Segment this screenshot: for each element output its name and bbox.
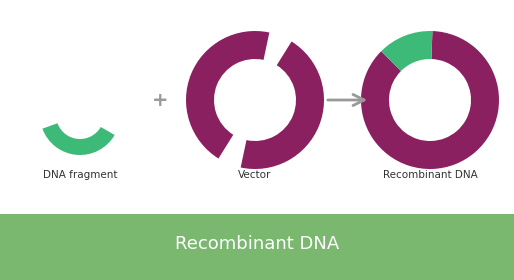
Text: DNA fragment: DNA fragment (43, 170, 117, 180)
Text: +: + (152, 90, 168, 109)
Text: Vector: Vector (238, 170, 272, 180)
Wedge shape (186, 31, 269, 158)
Wedge shape (241, 41, 324, 169)
Wedge shape (381, 31, 432, 71)
Text: Recombinant DNA: Recombinant DNA (382, 170, 478, 180)
Wedge shape (43, 123, 115, 155)
Wedge shape (361, 31, 499, 169)
Text: Recombinant DNA: Recombinant DNA (175, 235, 339, 253)
